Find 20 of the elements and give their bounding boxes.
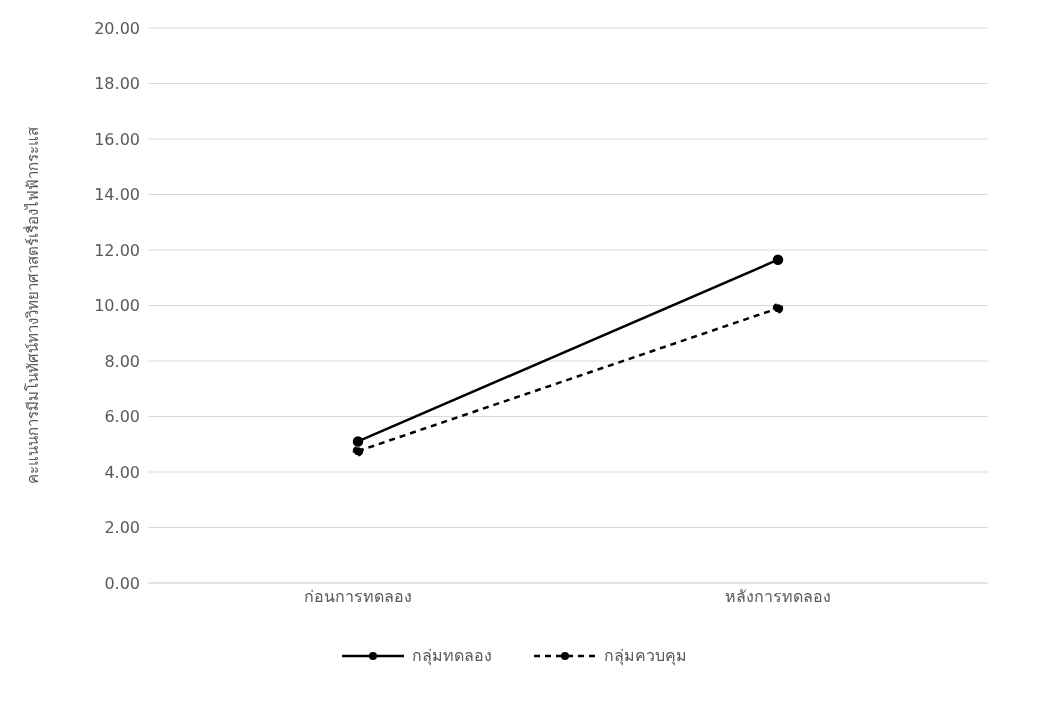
y-tick-label: 16.00 — [94, 129, 140, 149]
y-axis-title: คะแนนการมีมโนทัศน์ทางวิทยาศาสตร์เรื่องไฟฟ้ากระแส — [22, 127, 43, 484]
y-tick-label: 10.00 — [94, 296, 140, 316]
legend-label: กลุ่มทดลอง — [410, 645, 492, 668]
y-tick-label: 6.00 — [104, 407, 140, 427]
y-tick-label: 0.00 — [104, 573, 140, 593]
y-tick-label: 12.00 — [94, 240, 140, 260]
y-tick-label: 8.00 — [104, 351, 140, 371]
point — [352, 436, 364, 447]
point — [772, 303, 784, 314]
legend-label: กลุ่มควบคุม — [602, 645, 687, 668]
y-tick-label: 20.00 — [94, 18, 140, 38]
point — [352, 445, 364, 457]
point — [772, 254, 784, 265]
y-tick-label: 2.00 — [104, 518, 140, 538]
x-tick-label: ก่อนการทดลอง — [304, 587, 412, 607]
y-tick-label: 4.00 — [104, 462, 140, 482]
y-tick-label: 18.00 — [94, 74, 140, 94]
x-tick-label: หลังการทดลอง — [725, 587, 831, 607]
y-tick-label: 14.00 — [94, 185, 140, 205]
